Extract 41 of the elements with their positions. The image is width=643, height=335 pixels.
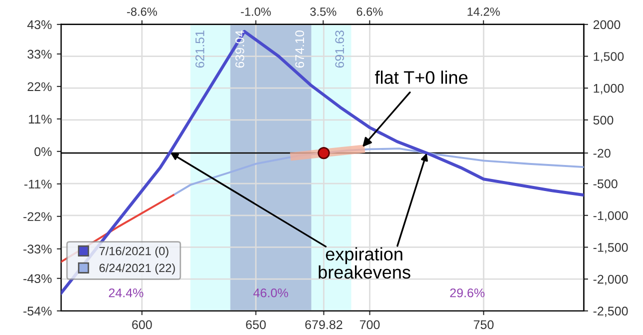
y2-tick-label: -1,500 [593, 243, 628, 254]
annotation: 24.4% [108, 288, 144, 298]
x2-tick-label: -1.0% [240, 8, 271, 16]
y-tick-label: -33% [23, 244, 52, 254]
y-tick-label: 11% [28, 114, 52, 124]
y2-tick-label: 1,500 [594, 52, 624, 62]
x-tick-label: 700 [360, 320, 380, 330]
y-tick-label: 33% [28, 50, 52, 59]
y2-tick-label: -500 [593, 179, 618, 188]
ref-line-label: 621.51 [195, 30, 204, 68]
x-tick-label: 600 [132, 320, 152, 330]
x-tick-label: 750 [474, 320, 494, 330]
annotation: expiration breakevens [318, 247, 410, 279]
legend-label: 6/24/2021 (22) [99, 263, 175, 274]
y2-tick-label: 2000 [594, 20, 620, 30]
x-tick-label: 679.82 [305, 320, 342, 330]
x-tick-label: 650 [246, 320, 266, 330]
x2-tick-label: 6.6% [356, 8, 383, 16]
y2-tick-label: -2,500 [593, 306, 628, 318]
y-tick-label: -54% [23, 306, 52, 316]
x2-tick-label: 3.5% [310, 8, 336, 16]
y2-tick-label: -1,000 [593, 211, 628, 222]
y-tick-label: 22% [28, 82, 52, 92]
annotation: 46.0% [253, 288, 288, 298]
y-tick-label: -22% [23, 212, 52, 221]
legend-label: 7/16/2021 (0) [99, 246, 168, 258]
ref-line-label: 674.10 [295, 30, 304, 68]
y2-tick-label: 500 [593, 116, 614, 125]
annotation: flat T+0 line [374, 70, 468, 84]
y-tick-label: 0% [34, 147, 52, 156]
y2-tick-label: -20 [593, 148, 610, 158]
ref-line-label: 691.63 [335, 30, 344, 68]
y-tick-label: -11% [24, 180, 52, 189]
x2-tick-label: -8.6% [127, 8, 157, 16]
y-tick-label: -43% [23, 274, 52, 284]
annotation: 29.6% [450, 288, 485, 298]
x2-tick-label: 14.2% [468, 8, 500, 16]
ref-line-label: 639.04 [235, 30, 244, 68]
y2-tick-label: -2,000 [593, 274, 628, 286]
y2-tick-label: 1,000 [594, 84, 624, 94]
y-tick-label: 43% [27, 20, 52, 30]
